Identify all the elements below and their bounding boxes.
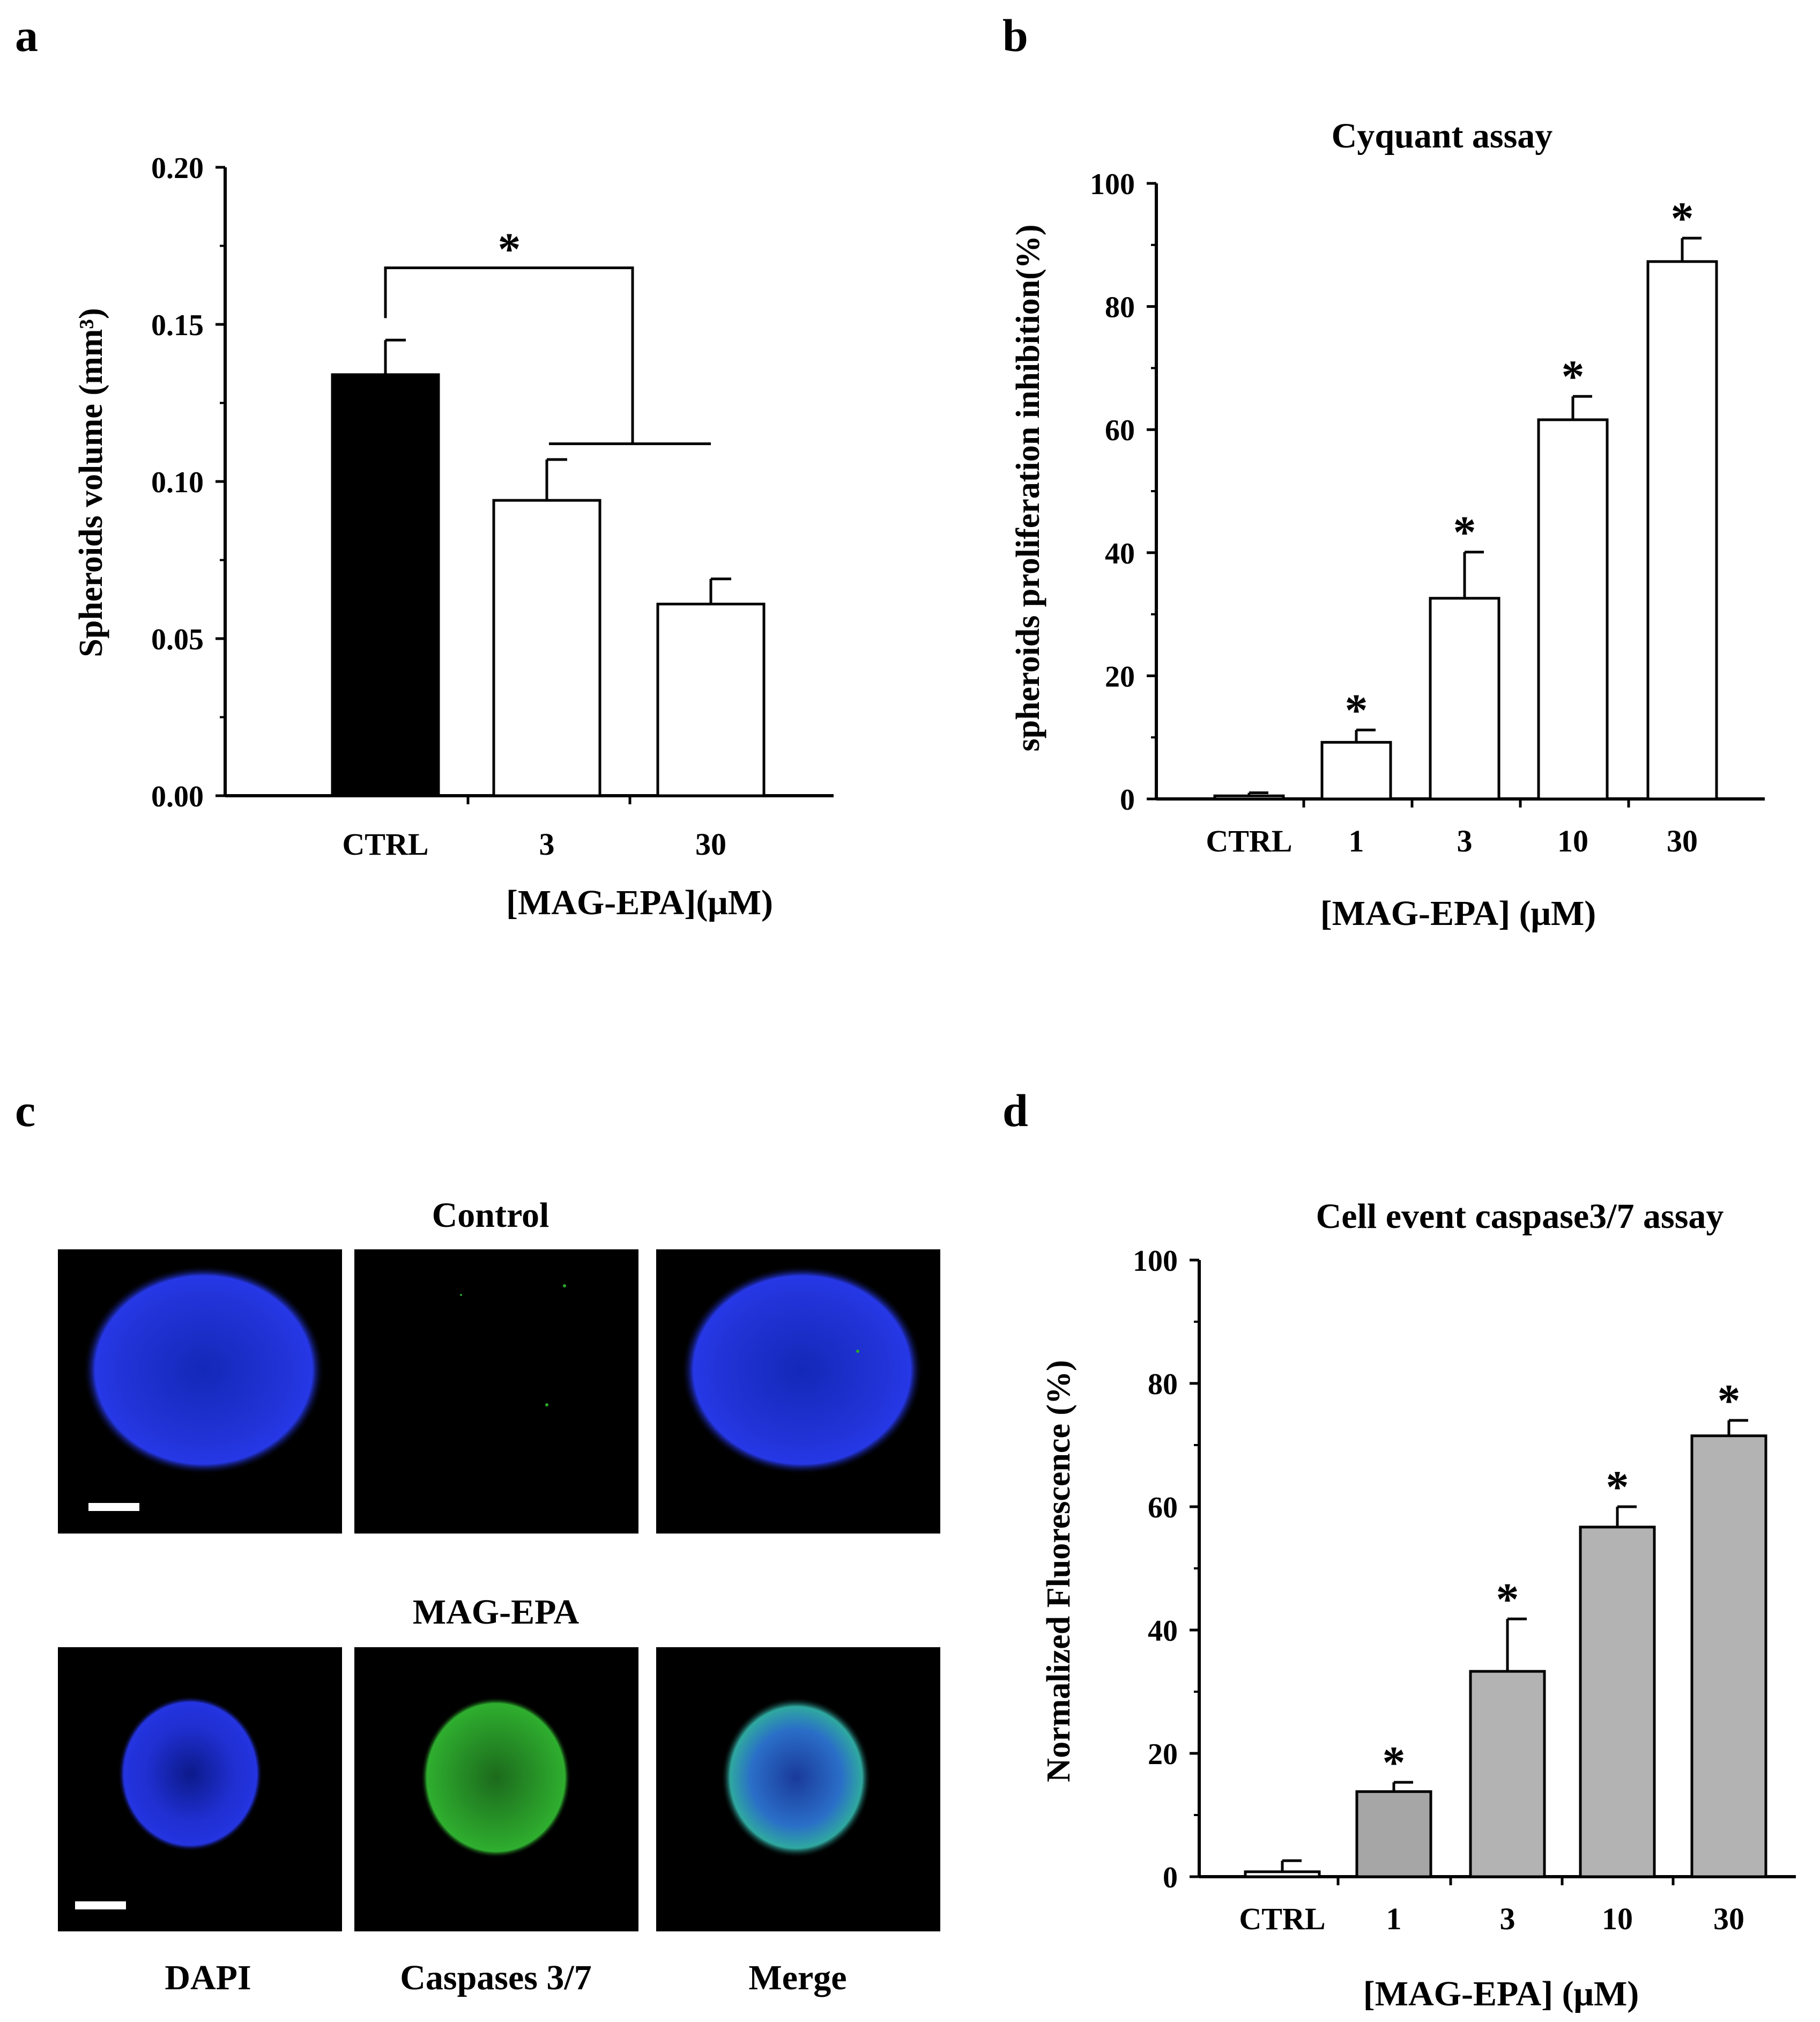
x-axis-label: [MAG-EPA](μM) [506, 883, 773, 922]
chart-d-caspase-assay: 0 20 40 60 80 100 CTRL 1 * 3 * 10 * 30 * [MAG-EPA] (μM)… [1041, 1197, 1796, 2013]
bar-30 [656, 603, 766, 797]
bar-3 [1469, 1670, 1546, 1878]
bar-10 [1537, 418, 1609, 801]
y-tick-label: 40 [1148, 1614, 1178, 1648]
x-tick-label: 1 [1349, 824, 1364, 858]
panel-c-column-label-dapi: DAPI [165, 1958, 251, 1997]
y-tick-label: 0.20 [151, 152, 204, 185]
y-tick-label: 0 [1120, 783, 1135, 817]
x-tick-label: 30 [1667, 824, 1698, 858]
y-tick-label: 0.05 [151, 623, 204, 656]
x-tick-label: 30 [695, 827, 726, 862]
y-tick-label: 0.15 [151, 309, 204, 342]
y-axis-label: Spheroids volume (mm³) [73, 308, 109, 657]
x-tick-label: 3 [539, 827, 555, 862]
y-tick-label: 0.10 [151, 466, 204, 499]
panel-label-d: d [1002, 1085, 1028, 1136]
panel-c-row-title-control: Control [432, 1196, 549, 1235]
significance-star: * [1606, 1461, 1629, 1513]
chart-b-cyquant-assay: 0 20 40 60 80 100 CTRL 1 * 3 * 10 * 30 * [MAG-EPA] (μM)… [1010, 116, 1765, 933]
x-tick-label: CTRL [342, 827, 428, 862]
y-tick-label: 0.00 [151, 780, 204, 813]
y-tick-label: 60 [1148, 1491, 1178, 1524]
y-tick-label: 20 [1105, 660, 1135, 693]
bar-1 [1320, 740, 1392, 801]
panel-c-column-label-caspases: Caspases 3/7 [400, 1958, 592, 1997]
significance-star: * [1496, 1573, 1519, 1625]
chart-title: Cyquant assay [1332, 116, 1553, 155]
bar-ctrl [1244, 1870, 1321, 1878]
significance-star: * [1671, 192, 1694, 244]
panel-label-a: a [15, 10, 38, 61]
x-tick-label: CTRL [1239, 1901, 1325, 1936]
panel-c-column-label-merge: Merge [748, 1958, 846, 1997]
y-tick-label: 80 [1105, 291, 1135, 324]
bar-ctrl [331, 373, 440, 797]
x-tick-label: 3 [1457, 824, 1473, 858]
x-tick-label: CTRL [1206, 824, 1292, 858]
bar-30 [1646, 260, 1718, 801]
y-tick-label: 80 [1148, 1368, 1178, 1401]
y-tick-label: 20 [1148, 1738, 1178, 1771]
scale-bar [88, 1503, 139, 1511]
bar-ctrl [1213, 794, 1285, 801]
bar-1 [1355, 1790, 1432, 1878]
micrograph-mag-epa-caspases [354, 1647, 638, 1931]
significance-star: * [1453, 507, 1476, 558]
bar-10 [1579, 1525, 1656, 1878]
x-tick-label: 10 [1557, 824, 1588, 858]
x-axis-label: [MAG-EPA] (μM) [1320, 894, 1596, 933]
y-tick-label: 100 [1133, 1245, 1178, 1278]
chart-title: Cell event caspase3/7 assay [1316, 1197, 1724, 1236]
panel-label-c: c [15, 1085, 35, 1136]
y-tick-label: 100 [1090, 168, 1135, 201]
significance-star: * [1383, 1737, 1406, 1788]
x-tick-label: 3 [1500, 1901, 1516, 1936]
significance-star: * [1562, 351, 1585, 402]
panel-label-b: b [1002, 10, 1028, 61]
significance-star: * [1345, 684, 1368, 736]
micrograph-mag-epa-merge [656, 1647, 940, 1931]
y-axis-label: spheroids proliferation inhibition(%) [1010, 225, 1046, 752]
micrograph-control-merge [656, 1249, 940, 1534]
micrograph-control-caspases [354, 1249, 638, 1534]
panel-c-row-title-mag-epa: MAG-EPA [413, 1593, 580, 1632]
x-tick-label: 1 [1386, 1901, 1402, 1936]
bar-3 [492, 499, 601, 797]
chart-a-spheroids-volume: 0.00 0.05 0.10 0.15 0.20 CTRL 3 30 [MAG-EPA](μM)… [73, 152, 834, 922]
significance-bracket [384, 266, 634, 444]
x-axis-label: [MAG-EPA] (μM) [1363, 1974, 1639, 2013]
y-tick-label: 60 [1105, 414, 1135, 447]
micrograph-mag-epa-dapi [58, 1647, 342, 1931]
y-axis-label: Normalized Fluorescence (%) [1041, 1360, 1077, 1782]
micrograph-control-dapi [58, 1249, 342, 1534]
bar-3 [1429, 597, 1500, 801]
y-tick-label: 0 [1163, 1861, 1178, 1894]
bar-30 [1690, 1434, 1767, 1878]
x-tick-label: 30 [1713, 1901, 1744, 1936]
y-tick-label: 40 [1105, 537, 1135, 571]
significance-star: * [498, 224, 521, 275]
significance-star: * [1718, 1375, 1741, 1426]
scale-bar [75, 1901, 126, 1909]
x-tick-label: 10 [1602, 1901, 1633, 1936]
